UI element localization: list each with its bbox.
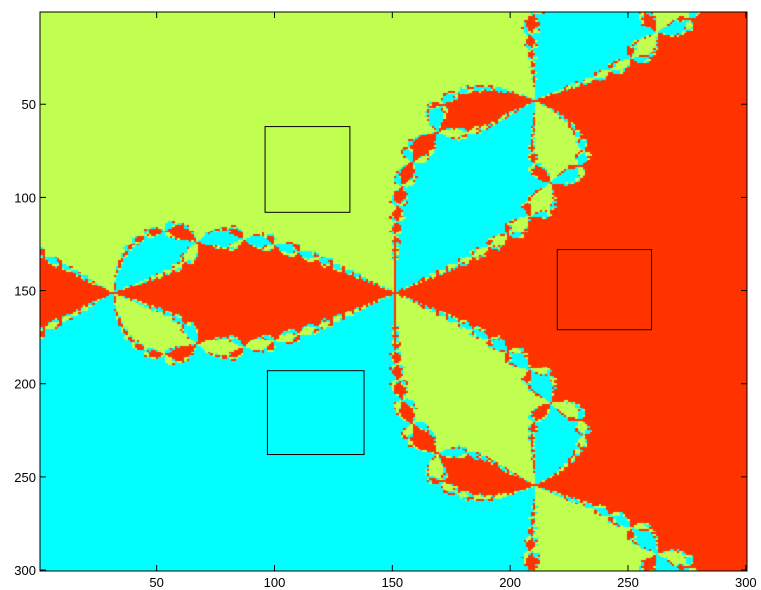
y-axis: 50 100 150 200 250 300 [14, 97, 747, 578]
y-tick-label: 100 [14, 190, 36, 205]
basin-heatmap [40, 12, 747, 571]
x-tick-label: 250 [617, 575, 639, 590]
x-tick-label: 300 [735, 575, 757, 590]
x-tick-label: 100 [264, 575, 286, 590]
x-tick-label: 50 [149, 575, 163, 590]
box-annotation-1 [264, 126, 351, 213]
axes-frame [39, 11, 748, 572]
heatmap-plot-area [40, 12, 747, 571]
x-tick-label: 200 [499, 575, 521, 590]
y-tick-label: 150 [14, 284, 36, 299]
box-annotations [264, 126, 653, 456]
y-tick-label: 200 [14, 377, 36, 392]
y-tick-label: 250 [14, 470, 36, 485]
box-annotation-2 [266, 370, 365, 456]
y-tick-label: 300 [14, 563, 36, 578]
x-axis: 50 100 150 200 250 300 [149, 12, 757, 590]
y-tick-label: 50 [22, 97, 36, 112]
x-tick-label: 150 [381, 575, 403, 590]
box-annotation-3 [556, 249, 653, 331]
